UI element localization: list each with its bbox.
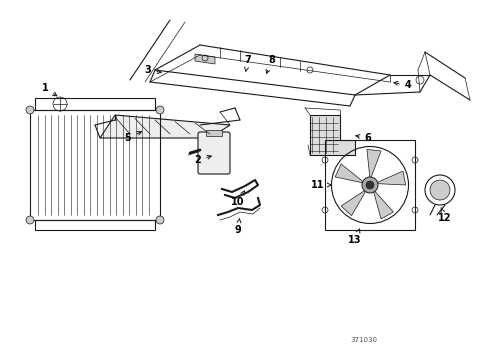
Text: 13: 13 — [348, 229, 362, 245]
Text: 12: 12 — [438, 208, 452, 223]
Circle shape — [156, 106, 164, 114]
Polygon shape — [375, 171, 406, 185]
Polygon shape — [335, 164, 365, 183]
Polygon shape — [195, 54, 215, 64]
Text: 4: 4 — [394, 80, 412, 90]
Text: 9: 9 — [235, 219, 242, 235]
Bar — [325, 140, 415, 230]
Text: 371030: 371030 — [350, 337, 377, 343]
Text: 3: 3 — [145, 65, 161, 75]
Polygon shape — [341, 189, 367, 216]
Bar — [30, 110, 160, 220]
Circle shape — [26, 106, 34, 114]
Bar — [206, 130, 222, 136]
Circle shape — [366, 181, 374, 189]
Circle shape — [430, 180, 450, 200]
Text: 1: 1 — [42, 83, 57, 96]
Polygon shape — [100, 115, 230, 138]
Polygon shape — [367, 149, 381, 180]
Text: 6: 6 — [356, 133, 371, 143]
Circle shape — [362, 177, 378, 193]
Polygon shape — [310, 115, 355, 155]
Text: 10: 10 — [231, 191, 245, 207]
Text: 5: 5 — [124, 131, 142, 143]
Bar — [35, 98, 155, 110]
Text: 7: 7 — [245, 55, 251, 71]
Text: 8: 8 — [266, 55, 275, 73]
Circle shape — [26, 216, 34, 224]
Polygon shape — [373, 189, 393, 219]
Text: 2: 2 — [195, 155, 211, 165]
FancyBboxPatch shape — [198, 132, 230, 174]
Bar — [35, 220, 155, 230]
Text: 11: 11 — [311, 180, 331, 190]
Circle shape — [156, 216, 164, 224]
